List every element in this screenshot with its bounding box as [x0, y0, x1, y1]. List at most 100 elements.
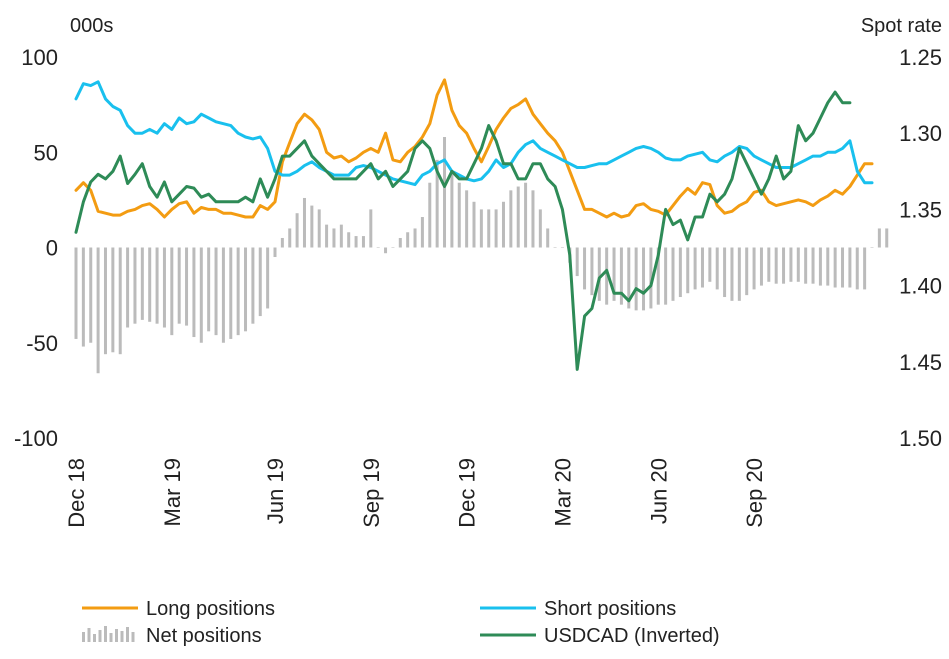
- net-position-bar: [126, 247, 130, 328]
- x-tick-label: Jun 19: [263, 458, 288, 524]
- net-position-bar: [413, 228, 417, 248]
- right-tick-label: 1.40: [899, 274, 942, 299]
- net-position-bar: [723, 247, 727, 298]
- net-position-bar: [678, 247, 682, 298]
- net-position-bar: [737, 247, 741, 301]
- net-position-bar: [855, 247, 859, 290]
- x-tick-label: Sep 20: [742, 458, 767, 528]
- net-position-bar: [266, 247, 270, 309]
- net-position-bar: [796, 247, 800, 282]
- net-position-bar: [81, 247, 85, 347]
- net-position-bar: [524, 182, 528, 248]
- net-position-bar: [465, 190, 469, 248]
- net-position-bar: [428, 182, 432, 248]
- left-tick-label: -50: [26, 331, 58, 356]
- net-position-bar: [103, 247, 107, 355]
- left-tick-label: 0: [46, 236, 58, 261]
- series-line-short-positions: [74, 80, 874, 187]
- net-position-bar: [546, 228, 550, 248]
- net-position-bar: [531, 190, 535, 248]
- right-tick-label: 1.35: [899, 197, 942, 222]
- net-position-bar: [642, 247, 646, 311]
- right-axis-ticks: 1.25 1.30 1.35 1.40 1.45 1.50: [899, 45, 942, 451]
- net-position-bar: [877, 228, 881, 248]
- legend-label-usdcad: USDCAD (Inverted): [544, 625, 720, 647]
- net-position-bar: [671, 247, 675, 301]
- net-position-bar: [789, 247, 793, 282]
- net-position-bar: [870, 247, 874, 248]
- net-position-bar: [730, 247, 734, 301]
- net-position-bar: [361, 236, 365, 248]
- net-position-bar: [384, 247, 388, 254]
- x-tick-label: Mar 19: [160, 458, 185, 526]
- net-position-bar: [612, 247, 616, 301]
- net-position-bar: [332, 228, 336, 248]
- legend-label-net: Net positions: [146, 625, 262, 647]
- net-position-bar: [715, 247, 719, 290]
- net-position-bar: [199, 247, 203, 343]
- net-position-bar: [398, 237, 402, 248]
- legend-net-swatch-bar: [87, 628, 91, 642]
- legend-net-swatch-bar: [82, 632, 85, 642]
- net-position-bar: [162, 247, 166, 328]
- net-position-bar: [560, 247, 564, 248]
- net-position-bar: [310, 205, 314, 248]
- right-tick-label: 1.45: [899, 350, 942, 375]
- net-position-bar: [649, 247, 653, 309]
- left-tick-label: 100: [21, 45, 58, 70]
- net-position-bar: [553, 247, 557, 248]
- x-tick-label: Dec 19: [455, 458, 480, 528]
- net-position-bar: [826, 247, 830, 286]
- net-position-bar: [693, 247, 697, 290]
- right-tick-label: 1.30: [899, 121, 942, 146]
- legend-net-swatch-bar: [126, 627, 129, 642]
- net-position-bar: [619, 247, 623, 305]
- net-position-bar: [177, 247, 181, 324]
- net-position-bar: [782, 247, 786, 284]
- x-tick-label: Dec 18: [64, 458, 89, 528]
- net-position-bar: [804, 247, 808, 284]
- net-position-bar: [96, 247, 100, 374]
- net-position-bar: [863, 247, 867, 290]
- net-position-bar: [280, 237, 284, 248]
- net-position-bar: [443, 137, 447, 248]
- net-position-bar: [118, 247, 122, 355]
- legend-label-short: Short positions: [544, 598, 676, 620]
- net-position-bar: [575, 247, 579, 277]
- net-position-bar: [369, 209, 373, 248]
- net-position-bar: [634, 247, 638, 311]
- net-position-bar: [597, 247, 601, 301]
- net-position-bar: [273, 247, 277, 258]
- net-position-bar: [752, 247, 756, 290]
- net-position-bar: [155, 247, 159, 324]
- net-position-bar: [420, 217, 424, 248]
- legend-net-swatch-bar: [120, 631, 124, 642]
- net-position-bar: [841, 247, 845, 288]
- net-position-bar: [583, 247, 587, 290]
- net-position-bar: [221, 247, 225, 343]
- net-position-bar: [767, 247, 771, 282]
- net-position-bar: [686, 247, 690, 294]
- net-position-bar: [811, 247, 815, 284]
- net-position-bar: [295, 213, 299, 248]
- series-line-usdcad-inverted: [74, 90, 852, 371]
- net-position-bar: [251, 247, 255, 324]
- left-axis-ticks: 100 50 0 -50 -100: [14, 45, 58, 451]
- net-position-bar: [494, 209, 498, 248]
- legend-net-swatch-bar: [109, 633, 113, 642]
- net-position-bar: [347, 232, 351, 248]
- legend: Long positions Short positions Net posit…: [82, 598, 720, 647]
- x-tick-label: Sep 19: [359, 458, 384, 528]
- net-position-bar: [207, 247, 211, 332]
- net-position-bar: [244, 247, 248, 332]
- net-position-bar: [185, 247, 189, 326]
- left-tick-label: -100: [14, 426, 58, 451]
- legend-net-swatch-bar: [93, 634, 96, 642]
- net-position-bar: [111, 247, 115, 353]
- net-position-bar: [759, 247, 763, 286]
- net-position-bar: [700, 247, 704, 288]
- net-position-bar: [302, 197, 306, 248]
- net-position-bar: [229, 247, 233, 339]
- net-position-bar: [236, 247, 240, 336]
